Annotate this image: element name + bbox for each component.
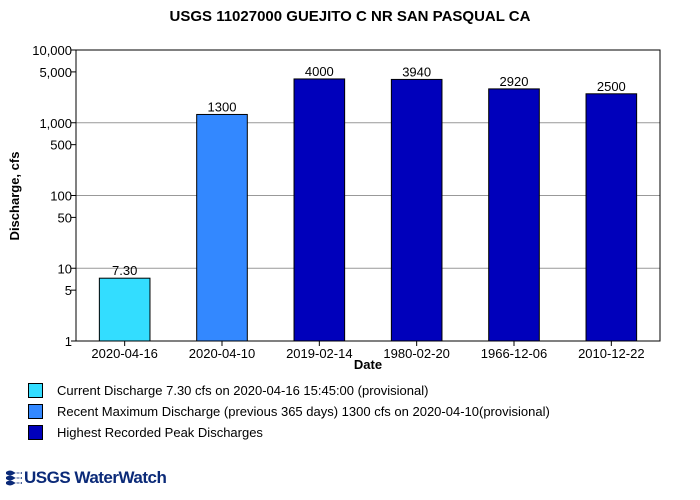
y-tick-label: 5 (65, 283, 72, 298)
x-tick-label: 2019-02-14 (286, 346, 353, 361)
legend-swatch-peak (28, 425, 43, 440)
x-tick-label: 2010-12-22 (578, 346, 645, 361)
bar-value-label: 1300 (208, 99, 237, 114)
x-axis: 2020-04-16 2020-04-10 2019-02-14 1980-02-20… (91, 341, 645, 361)
bars-layer: 7.30 1300 4000 3940 2920 2500 (98, 64, 638, 342)
bar-value-label: 2500 (597, 79, 626, 94)
legend-swatch-recent-max (28, 404, 43, 419)
legend: Current Discharge 7.30 cfs on 2020-04-16… (28, 380, 550, 443)
usgs-logo-text: USGS WaterWatch (24, 468, 167, 487)
bar (196, 113, 248, 342)
y-tick-label: 5,000 (39, 65, 72, 80)
usgs-wave-icon (6, 470, 22, 486)
x-axis-label: Date (354, 357, 382, 370)
x-tick-label: 2020-04-16 (91, 346, 158, 361)
legend-item-current: Current Discharge 7.30 cfs on 2020-04-16… (28, 380, 550, 401)
legend-label-recent-max: Recent Maximum Discharge (previous 365 d… (57, 404, 550, 419)
bar (390, 78, 443, 342)
y-tick-label: 1 (65, 334, 72, 349)
y-axis: 1 5 10 50 100 500 1,000 5,000 10,000 (32, 43, 76, 349)
y-tick-label: 10 (58, 261, 72, 276)
bar (585, 93, 638, 342)
legend-label-peak: Highest Recorded Peak Discharges (57, 425, 263, 440)
usgs-logo: USGS WaterWatch (6, 468, 167, 488)
bar-value-label: 2920 (500, 74, 529, 89)
y-tick-label: 10,000 (32, 43, 72, 58)
legend-label-current: Current Discharge 7.30 cfs on 2020-04-16… (57, 383, 429, 398)
discharge-bar-chart: 7.30 1300 4000 3940 2920 2500 1 5 10 50 100 500 1,0… (7, 43, 661, 370)
chart-title: USGS 11027000 GUEJITO C NR SAN PASQUAL C… (169, 8, 531, 25)
y-tick-label: 50 (58, 210, 72, 225)
x-tick-label: 1966-12-06 (481, 346, 548, 361)
y-tick-label: 1,000 (39, 116, 72, 131)
bar-value-label: 4000 (305, 64, 334, 79)
bar-value-label: 7.30 (112, 263, 137, 278)
bar (98, 277, 151, 342)
y-tick-label: 500 (50, 138, 72, 153)
grid-layer (76, 122, 660, 269)
y-axis-label: Discharge, cfs (7, 152, 22, 241)
y-tick-label: 100 (50, 189, 72, 204)
bar (293, 78, 346, 342)
legend-item-peak: Highest Recorded Peak Discharges (28, 422, 550, 443)
bar-value-label: 3940 (402, 64, 431, 79)
x-tick-label: 2020-04-10 (189, 346, 256, 361)
x-tick-label: 1980-02-20 (383, 346, 450, 361)
legend-item-recent-max: Recent Maximum Discharge (previous 365 d… (28, 401, 550, 422)
bar (488, 88, 540, 342)
legend-swatch-current (28, 383, 43, 398)
